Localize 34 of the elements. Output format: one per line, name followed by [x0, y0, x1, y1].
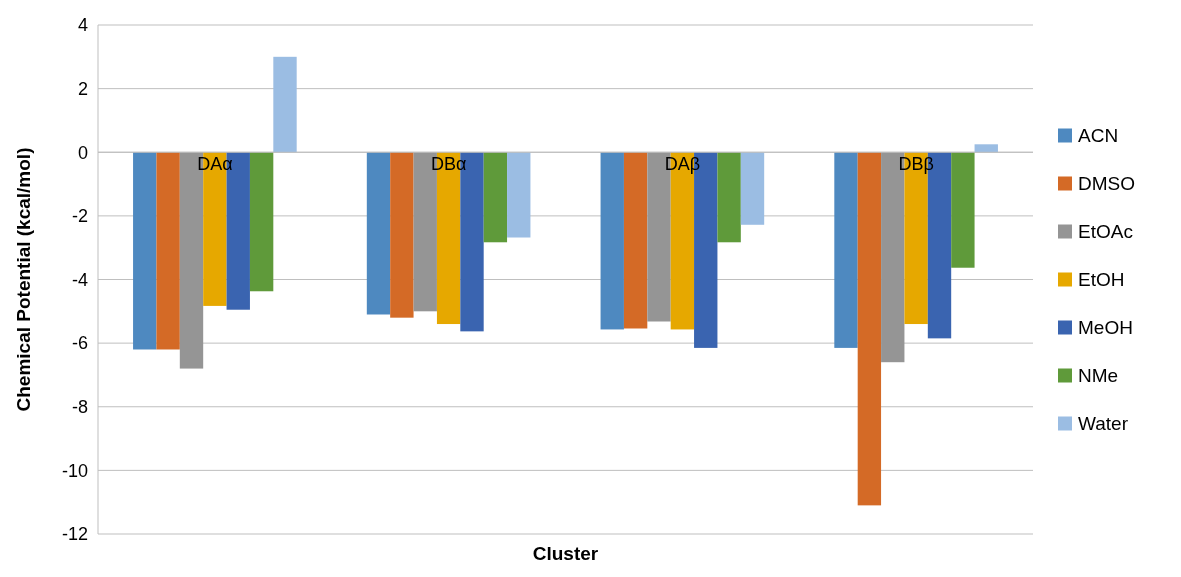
- y-tick-label: -2: [71, 206, 88, 227]
- y-tick-label: -10: [61, 460, 88, 481]
- legend-label: NMe: [1078, 365, 1119, 387]
- y-tick-label: -6: [71, 333, 88, 354]
- bar: [273, 56, 297, 153]
- bar: [600, 152, 624, 330]
- bar: [133, 152, 157, 350]
- bar: [717, 152, 741, 243]
- bar: [951, 152, 975, 268]
- legend-label: ACN: [1078, 125, 1119, 147]
- y-tick-label: -12: [61, 524, 88, 545]
- x-axis-title: Cluster: [532, 543, 599, 564]
- bar: [834, 152, 858, 348]
- bar: [974, 144, 998, 153]
- bar: [507, 152, 531, 238]
- legend-label: MeOH: [1078, 317, 1133, 339]
- y-tick-label: 4: [77, 15, 88, 36]
- bar: [249, 152, 274, 292]
- bar: [156, 152, 180, 350]
- bar: [390, 152, 414, 318]
- y-tick-label: 0: [77, 142, 88, 163]
- legend-label: EtOH: [1078, 269, 1125, 291]
- y-axis-title: Chemical Potential (kcal/mol): [13, 147, 34, 412]
- y-tick-label: 2: [77, 78, 88, 99]
- legend-label: DMSO: [1078, 173, 1135, 195]
- y-tick-label: -8: [71, 397, 88, 418]
- legend-label: Water: [1078, 413, 1129, 435]
- y-tick-label: -4: [71, 269, 88, 290]
- bar: [483, 152, 508, 243]
- bar: [623, 152, 648, 329]
- bar: [857, 152, 882, 506]
- bar: [740, 152, 765, 225]
- legend-label: EtOAc: [1078, 221, 1133, 243]
- bar: [366, 152, 391, 315]
